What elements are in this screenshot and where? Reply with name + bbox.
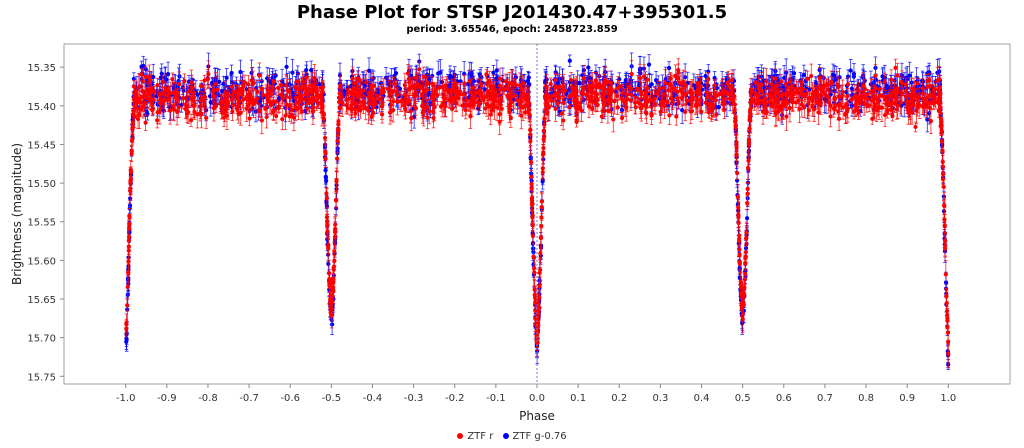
data-point	[438, 70, 443, 75]
data-point	[828, 92, 833, 97]
data-point	[284, 64, 289, 70]
data-point	[849, 86, 854, 91]
data-point	[229, 70, 234, 76]
data-point	[791, 71, 797, 76]
data-point	[925, 117, 930, 122]
data-point	[703, 73, 708, 79]
data-point	[927, 111, 932, 116]
data-point	[219, 89, 225, 94]
data-point	[619, 108, 625, 113]
data-point	[553, 70, 558, 75]
data-point	[124, 339, 129, 344]
data-point	[426, 91, 431, 97]
data-point	[224, 75, 229, 80]
data-point	[323, 168, 328, 173]
data-point	[304, 72, 309, 77]
data-point	[326, 261, 331, 267]
data-point	[666, 65, 672, 71]
data-point	[851, 71, 857, 77]
data-point	[447, 75, 453, 80]
data-point	[290, 70, 295, 75]
data-points	[124, 52, 951, 371]
data-point	[880, 74, 885, 79]
data-point	[567, 58, 572, 63]
data-point	[744, 216, 750, 221]
data-point	[784, 70, 789, 75]
data-point	[907, 73, 912, 78]
data-point	[646, 62, 652, 67]
data-point	[238, 69, 243, 75]
data-point	[158, 75, 164, 80]
data-point	[848, 68, 853, 73]
data-point	[139, 64, 144, 69]
data-point	[494, 76, 499, 81]
data-point	[528, 155, 533, 160]
chart-title: Phase Plot for STSP J201430.47+395301.5	[296, 2, 728, 23]
data-point	[165, 72, 171, 77]
data-point	[691, 83, 696, 88]
data-point	[330, 322, 335, 327]
data-point	[159, 71, 164, 76]
data-point	[586, 65, 591, 70]
data-point	[151, 74, 156, 80]
data-point	[834, 77, 839, 82]
chart-subtitle: period: 3.65546, epoch: 2458723.859	[406, 24, 618, 35]
data-point	[491, 70, 496, 75]
data-point	[304, 67, 309, 73]
data-point	[526, 75, 531, 80]
